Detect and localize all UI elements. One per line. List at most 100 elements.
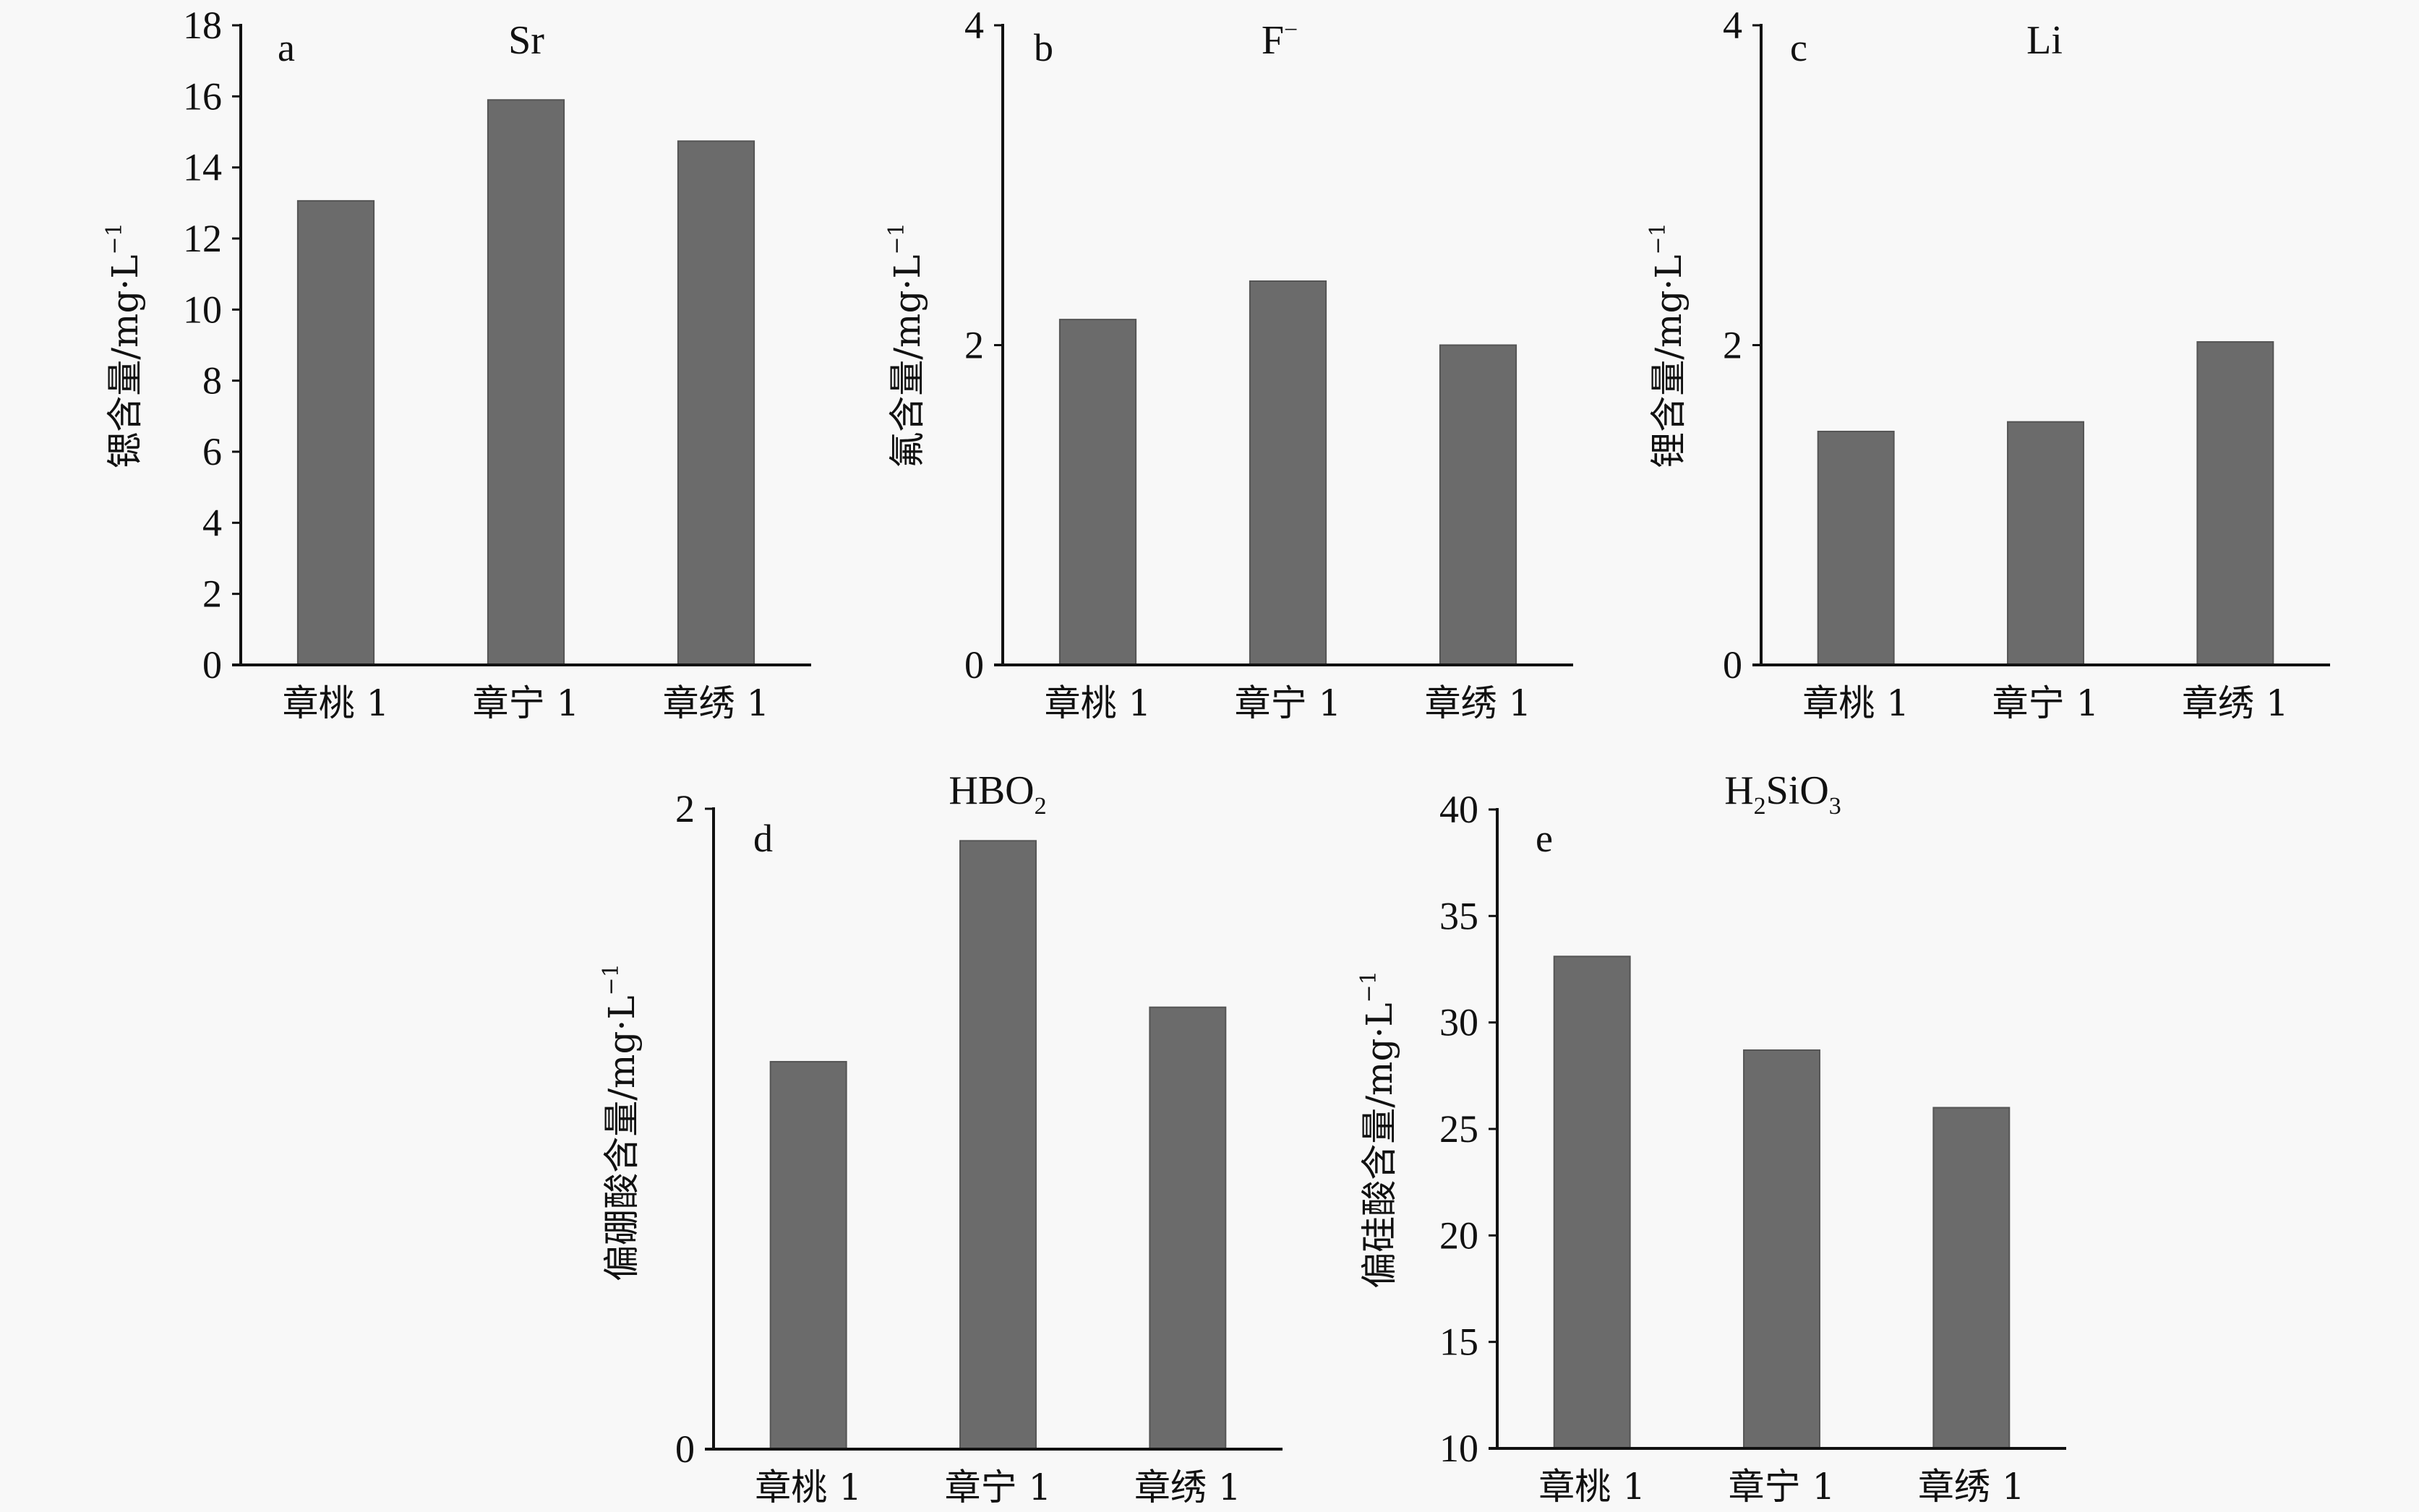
y-tick-label-e-35: 35 xyxy=(1439,894,1478,937)
bar-a-2 xyxy=(487,99,565,666)
y-tick-label-e-15: 15 xyxy=(1439,1320,1478,1364)
y-tick-label-e-20: 20 xyxy=(1439,1214,1478,1257)
x-tick-label-c-1: 章桃 1 xyxy=(1802,682,1909,724)
y-tick-label-b-2: 2 xyxy=(964,324,984,367)
chart-title-f-text: F xyxy=(1262,18,1284,63)
x-tick-label-d-1: 章桃 1 xyxy=(755,1466,862,1508)
x-tick-label-c-3: 章绣 1 xyxy=(2182,682,2289,724)
panel-letter-d: d xyxy=(753,817,773,860)
bar-d-1 xyxy=(769,1060,847,1450)
bar-e-2 xyxy=(1743,1049,1820,1450)
chart-e-marks: 章桃 1 章宁 1 章绣 1 10 15 20 25 30 35 40 xyxy=(1439,788,2066,1508)
bar-c-3 xyxy=(2196,341,2274,666)
y-axis-label-e: 偏硅酸含量/mg·L−1 xyxy=(1356,971,1400,1289)
chart-title-h2sio3-h: H xyxy=(1724,768,1753,813)
chart-title-li: Li xyxy=(2026,18,2063,63)
y-axis-label-c-sup: −1 xyxy=(1645,223,1671,254)
y-tick-label-d-0: 0 xyxy=(675,1427,695,1471)
y-tick-label-a-16: 16 xyxy=(183,74,222,118)
chart-title-h2sio3-sub3: 3 xyxy=(1829,793,1841,820)
chart-title-hbo2-sub: 2 xyxy=(1035,793,1047,820)
y-axis-label-e-text: 偏硅酸含量/mg·L xyxy=(1358,1002,1400,1288)
x-tick-label-d-2: 章宁 1 xyxy=(945,1466,1052,1508)
bar-e-1 xyxy=(1553,955,1631,1449)
x-tick-label-a-1: 章桃 1 xyxy=(283,682,390,724)
chart-b-marks: 章桃 1 章宁 1 章绣 1 0 2 4 xyxy=(964,4,1573,724)
chart-d-marks: 章桃 1 章宁 1 章绣 1 0 2 xyxy=(675,787,1283,1508)
panel-c-lithium-chart: c Li 锂含量/mg·L−1 xyxy=(1645,18,2063,468)
y-tick-label-a-18: 18 xyxy=(183,4,222,47)
panel-letter-a: a xyxy=(278,26,295,69)
y-axis-label-d-text: 偏硼酸含量/mg·L xyxy=(601,995,643,1281)
x-tick-label-b-3: 章绣 1 xyxy=(1425,682,1532,724)
panel-letter-c: c xyxy=(1790,26,1807,69)
y-tick-label-a-10: 10 xyxy=(183,288,222,331)
x-tick-label-e-1: 章桃 1 xyxy=(1538,1466,1645,1508)
y-tick-label-a-2: 2 xyxy=(202,572,222,616)
y-axis-label-c-text: 锂含量/mg·L xyxy=(1648,254,1690,468)
y-tick-label-e-10: 10 xyxy=(1439,1427,1478,1470)
y-tick-label-a-8: 8 xyxy=(202,359,222,403)
bar-b-1 xyxy=(1058,319,1137,666)
x-tick-label-d-3: 章绣 1 xyxy=(1134,1466,1241,1508)
y-tick-label-e-25: 25 xyxy=(1439,1107,1478,1151)
y-tick-label-a-6: 6 xyxy=(202,430,222,473)
y-tick-label-d-2: 2 xyxy=(675,787,695,830)
panel-b-fluoride-chart: b F− 氟含量/mg·L−1 xyxy=(884,17,1298,468)
x-tick-label-a-2: 章宁 1 xyxy=(473,682,580,724)
chart-title-hbo2: HBO2 xyxy=(949,768,1046,820)
chart-title-h2sio3-sio: SiO xyxy=(1766,768,1829,813)
y-tick-label-c-0: 0 xyxy=(1723,643,1742,687)
x-tick-label-e-3: 章绣 1 xyxy=(1918,1466,2025,1508)
panel-letter-e: e xyxy=(1536,817,1553,860)
y-axis-label-b: 氟含量/mg·L−1 xyxy=(884,223,928,468)
chart-title-f-sup: − xyxy=(1284,17,1298,43)
chart-title-h2sio3: H2SiO3 xyxy=(1724,768,1841,820)
y-tick-label-c-4: 4 xyxy=(1723,4,1742,47)
y-axis-label-a-text: 锶含量/mg·L xyxy=(104,254,146,468)
chart-a-marks: 章桃 1 章宁 1 章绣 1 0 2 4 6 8 10 12 14 16 18 xyxy=(183,4,811,724)
x-tick-label-e-2: 章宁 1 xyxy=(1729,1466,1836,1508)
chart-title-h2sio3-sub2: 2 xyxy=(1754,793,1766,820)
y-tick-label-e-30: 30 xyxy=(1439,1001,1478,1044)
bar-a-3 xyxy=(677,140,755,666)
y-axis-label-e-sup: −1 xyxy=(1356,971,1382,1002)
chart-title-sr: Sr xyxy=(508,18,544,63)
bar-c-1 xyxy=(1817,430,1895,666)
y-axis-label-d-sup: −1 xyxy=(599,963,624,995)
chart-c-marks: 章桃 1 章宁 1 章绣 1 0 2 4 xyxy=(1723,4,2330,724)
x-tick-label-c-2: 章宁 1 xyxy=(1992,682,2099,724)
bar-d-3 xyxy=(1149,1006,1227,1451)
y-axis-label-a: 锶含量/mg·L−1 xyxy=(102,223,146,468)
panel-d-hbo2-chart: d HBO2 偏硼酸含量/mg·L−1 xyxy=(599,768,1047,1281)
bar-b-2 xyxy=(1249,280,1327,666)
y-tick-label-a-14: 14 xyxy=(183,146,222,189)
y-tick-label-a-0: 0 xyxy=(202,643,222,687)
y-tick-label-a-12: 12 xyxy=(183,217,222,260)
bar-b-3 xyxy=(1439,344,1517,666)
panel-e-h2sio3-chart: e H2SiO3 偏硅酸含量/mg·L−1 xyxy=(1356,768,1841,1289)
bar-c-2 xyxy=(2007,421,2084,666)
x-tick-label-b-1: 章桃 1 xyxy=(1045,682,1152,724)
panel-letter-b: b xyxy=(1034,26,1053,69)
y-axis-label-d: 偏硼酸含量/mg·L−1 xyxy=(599,963,643,1281)
chart-title-hbo2-main: HBO xyxy=(949,768,1034,813)
bar-e-3 xyxy=(1932,1107,2011,1449)
panel-a-sr-chart: a Sr 锶含量/mg·L−1 xyxy=(102,18,544,468)
y-tick-label-b-4: 4 xyxy=(964,4,984,47)
chart-marks: 章桃 1 章宁 1 章绣 1 0 2 4 6 8 10 12 14 16 18 章桃 1 章宁 1 章绣 1 0… xyxy=(183,4,2330,1508)
x-tick-label-a-3: 章绣 1 xyxy=(663,682,770,724)
x-tick-label-b-2: 章宁 1 xyxy=(1235,682,1342,724)
y-tick-label-c-2: 2 xyxy=(1723,324,1742,367)
y-tick-label-b-0: 0 xyxy=(964,643,984,687)
y-tick-label-e-40: 40 xyxy=(1439,788,1478,831)
bar-a-1 xyxy=(296,199,375,666)
y-axis-label-c: 锂含量/mg·L−1 xyxy=(1645,223,1690,468)
y-axis-label-b-sup: −1 xyxy=(884,223,909,254)
y-axis-label-b-text: 氟含量/mg·L xyxy=(886,254,928,468)
chart-title-f: F− xyxy=(1262,17,1298,63)
bar-d-2 xyxy=(959,840,1037,1451)
y-tick-label-a-4: 4 xyxy=(202,501,222,544)
y-axis-label-a-sup: −1 xyxy=(102,223,127,254)
